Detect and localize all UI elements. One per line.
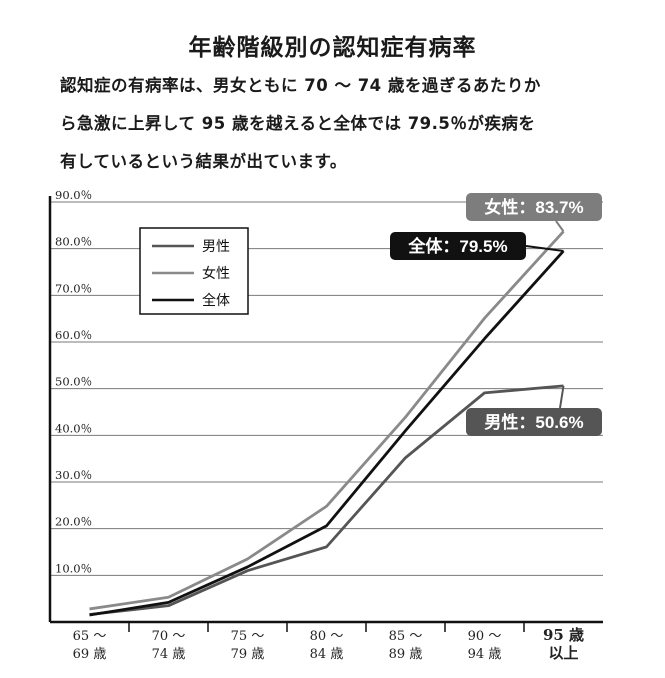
y-tick-label: 10.0％ <box>55 561 92 575</box>
y-tick-label: 70.0％ <box>55 281 92 295</box>
description-line-1: 認知症の有病率は、男女ともに 70 ～ 74 歳を過ぎるあたりか <box>60 76 541 95</box>
x-tick-label: 69 歳 <box>73 647 107 662</box>
y-tick-label: 80.0％ <box>55 235 92 249</box>
callout-pointer <box>559 385 565 409</box>
callout-label: 男性：50.6% <box>484 412 583 432</box>
callout-box <box>466 408 602 436</box>
x-tick-label: 84 歳 <box>310 647 344 662</box>
description-line-2: ら急激に上昇して 95 歳を越えると全体では 79.5％が疾病を <box>60 114 536 133</box>
x-tick-label: 89 歳 <box>389 647 423 662</box>
series-line-男性 <box>89 384 564 616</box>
y-tick-label: 90.0％ <box>55 188 92 202</box>
callout-box <box>390 232 526 260</box>
x-tick-label: 90 ～ <box>468 629 502 644</box>
y-tick-label: 50.0％ <box>55 375 92 389</box>
callout-label: 全体：79.5% <box>407 236 507 256</box>
value-callouts: 女性：83.7% 全体：79.5% 男性：50.6% <box>390 193 602 436</box>
y-axis-ticks: 10.0％ 20.0％ 30.0％ 40.0％ 50.0％ 60.0％ 70.0％ 80.0％… <box>55 188 92 575</box>
y-tick-label: 30.0％ <box>55 468 92 482</box>
x-tick-label: 70 ～ <box>152 629 186 644</box>
series-line-女性 <box>89 230 565 611</box>
axes <box>48 196 603 632</box>
callout-box <box>466 193 602 221</box>
y-tick-label: 60.0％ <box>55 328 92 342</box>
x-tick-label: 75 ～ <box>231 629 265 644</box>
x-tick-label: 95 歳 <box>543 626 584 644</box>
x-tick-label: 80 ～ <box>310 629 344 644</box>
y-tick-label: 40.0％ <box>55 421 92 435</box>
y-tick-label: 20.0％ <box>55 515 92 529</box>
callout-pointer <box>555 220 565 232</box>
series-line-全体 <box>89 250 565 617</box>
x-tick-label: 79 歳 <box>231 647 265 662</box>
legend-label: 女性 <box>202 265 230 282</box>
x-tick-label: 85 ～ <box>389 629 423 644</box>
x-tick-label: 74 歳 <box>152 647 186 662</box>
chart-title: 年齢階級別の認知症有病率 <box>188 35 477 61</box>
description-line-3: 有しているという結果が出ています。 <box>60 152 347 171</box>
legend-label: 男性 <box>202 239 230 255</box>
callout-label: 女性：83.7% <box>484 197 583 217</box>
grid-lines <box>50 201 603 576</box>
x-tick-label: 以上 <box>548 644 578 662</box>
x-axis-ticks: 65 ～ 69 歳 70 ～ 74 歳 75 ～ 79 歳 80 ～ 84 歳 85 ～ 89 歳… <box>73 626 584 662</box>
legend-label: 全体 <box>202 292 230 309</box>
callout-pointer <box>525 245 564 252</box>
x-tick-label: 65 ～ <box>73 629 107 644</box>
x-tick-label: 94 歳 <box>468 647 502 662</box>
series-lines <box>89 230 565 617</box>
